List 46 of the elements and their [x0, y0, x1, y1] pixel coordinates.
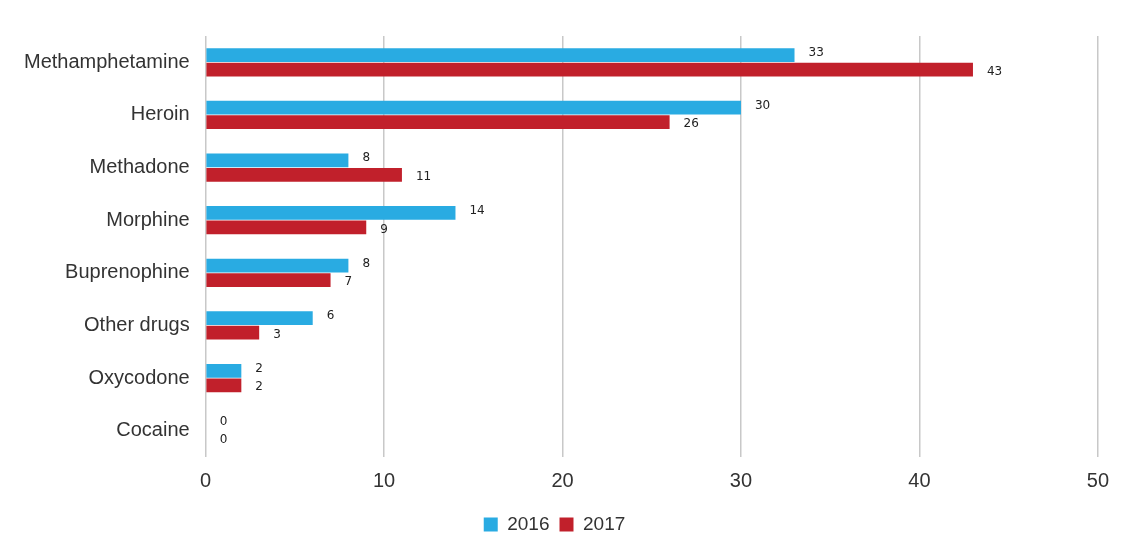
data-label: 2 [255, 379, 263, 394]
bar [206, 363, 242, 378]
x-tick-label: 10 [372, 468, 396, 491]
bar [206, 220, 367, 235]
legend-label: 2017 [583, 512, 626, 534]
data-label: 14 [469, 203, 485, 218]
data-label: 3 [273, 326, 281, 341]
legend-label: 2016 [507, 512, 550, 534]
x-tick-label: 0 [200, 468, 212, 491]
x-tick-label: 40 [908, 468, 931, 491]
bar [206, 206, 456, 220]
x-tick-label: 20 [551, 468, 574, 491]
bar [206, 48, 795, 62]
x-tick-label: 50 [1086, 468, 1109, 491]
data-label: 2 [255, 360, 263, 375]
bar [206, 311, 313, 326]
data-label: 11 [415, 168, 432, 183]
data-label: 0 [219, 413, 228, 428]
data-label: 0 [219, 432, 228, 447]
data-label: 7 [344, 274, 353, 289]
data-label: 8 [362, 255, 371, 270]
bar [206, 378, 242, 393]
bar [206, 325, 260, 340]
bar [206, 273, 331, 287]
y-tick-label: Cocaine [116, 418, 190, 441]
data-label: 43 [986, 63, 1003, 78]
y-tick-label: Methamphetamine [23, 49, 190, 72]
data-label: 26 [683, 116, 699, 131]
data-label: 33 [808, 45, 824, 60]
y-tick-label: Morphine [106, 207, 190, 230]
bar [206, 62, 973, 77]
bar [206, 115, 670, 130]
y-tick-label: Oxycodone [88, 365, 190, 388]
data-label: 9 [380, 221, 388, 236]
y-tick-label: Methadone [89, 155, 190, 178]
bar [206, 167, 402, 182]
data-label: 6 [326, 308, 335, 323]
data-label: 30 [754, 97, 771, 112]
y-tick-label: Heroin [130, 102, 190, 125]
bar [206, 153, 349, 168]
data-label: 8 [362, 150, 371, 165]
bar [206, 258, 349, 273]
bar [206, 100, 741, 115]
y-tick-label: Other drugs [84, 312, 190, 335]
x-tick-label: 30 [729, 468, 753, 491]
y-tick-label: Buprenophine [65, 260, 190, 283]
